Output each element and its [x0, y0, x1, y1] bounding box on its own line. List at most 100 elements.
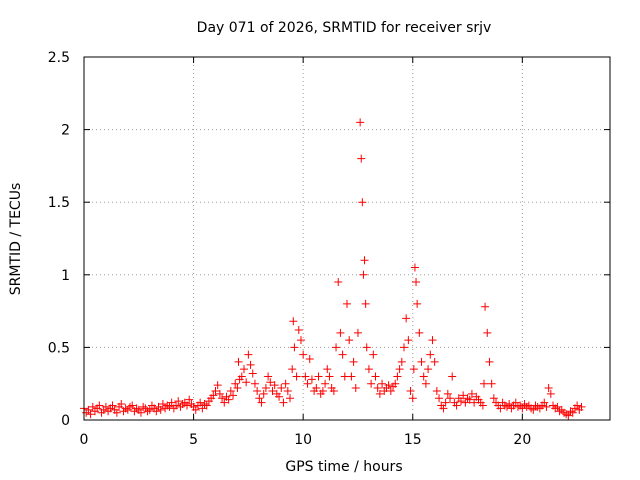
- data-point: [286, 394, 295, 403]
- data-point: [448, 372, 457, 381]
- data-point: [391, 379, 400, 388]
- data-point: [441, 398, 450, 407]
- data-point: [496, 404, 505, 413]
- data-point: [226, 386, 235, 395]
- data-point: [296, 336, 305, 345]
- data-point: [128, 401, 137, 410]
- data-point: [430, 357, 439, 366]
- data-point: [553, 402, 562, 411]
- data-point: [88, 402, 97, 411]
- data-point: [467, 389, 476, 398]
- data-point: [568, 408, 577, 417]
- data-point: [412, 278, 421, 287]
- data-point: [303, 379, 312, 388]
- data-point: [185, 395, 194, 404]
- data-point: [456, 397, 465, 406]
- data-point: [410, 263, 419, 272]
- data-point: [461, 398, 470, 407]
- chart-title: Day 071 of 2026, SRMTID for receiver srj…: [197, 20, 492, 36]
- data-point: [481, 302, 490, 311]
- data-point: [196, 398, 205, 407]
- data-point: [183, 401, 192, 410]
- data-point: [564, 411, 573, 420]
- data-point: [479, 379, 488, 388]
- data-point: [112, 408, 121, 417]
- y-tick-label: 1: [61, 268, 70, 284]
- y-tick-label: 0.5: [48, 340, 70, 356]
- data-point: [395, 365, 404, 374]
- data-point: [325, 372, 334, 381]
- data-point: [321, 379, 330, 388]
- data-point: [312, 384, 321, 393]
- data-point: [349, 357, 358, 366]
- data-point: [373, 384, 382, 393]
- data-point: [351, 384, 360, 393]
- data-point: [288, 365, 297, 374]
- x-tick-label: 0: [80, 432, 89, 448]
- data-point: [253, 386, 262, 395]
- data-point: [364, 365, 373, 374]
- data-point: [202, 401, 211, 410]
- data-point: [408, 394, 417, 403]
- data-point: [361, 299, 370, 308]
- data-point: [485, 357, 494, 366]
- data-point: [270, 381, 279, 390]
- data-point: [301, 372, 310, 381]
- x-axis-label: GPS time / hours: [285, 459, 402, 475]
- data-point: [244, 350, 253, 359]
- data-point: [250, 379, 259, 388]
- data-point: [289, 317, 298, 326]
- data-point: [229, 391, 238, 400]
- data-point: [283, 386, 292, 395]
- y-tick-label: 2.5: [48, 50, 70, 66]
- data-point: [259, 389, 268, 398]
- data-point: [281, 379, 290, 388]
- data-point: [136, 408, 145, 417]
- data-point: [292, 372, 301, 381]
- data-point: [191, 405, 200, 414]
- data-point: [198, 404, 207, 413]
- data-point: [375, 389, 384, 398]
- data-point: [108, 401, 117, 410]
- x-tick-label: 5: [189, 432, 198, 448]
- data-point: [172, 401, 181, 410]
- data-point: [266, 378, 275, 387]
- data-point: [359, 270, 368, 279]
- data-point: [542, 402, 551, 411]
- data-point: [255, 394, 264, 403]
- data-point: [353, 328, 362, 337]
- data-point: [233, 384, 242, 393]
- data-point: [329, 386, 338, 395]
- data-point: [338, 350, 347, 359]
- data-point: [399, 343, 408, 352]
- data-point: [264, 372, 273, 381]
- data-point: [277, 384, 286, 393]
- data-point: [101, 402, 110, 411]
- data-point: [358, 198, 367, 207]
- data-point: [421, 379, 430, 388]
- data-point: [145, 405, 154, 414]
- data-point: [397, 357, 406, 366]
- data-point: [323, 365, 332, 374]
- data-points: [80, 118, 586, 420]
- data-point: [156, 405, 165, 414]
- data-point: [362, 343, 371, 352]
- data-point: [305, 355, 314, 364]
- data-point: [209, 391, 218, 400]
- data-point: [211, 386, 220, 395]
- data-point: [165, 402, 174, 411]
- data-point: [540, 398, 549, 407]
- data-point: [404, 336, 413, 345]
- data-point: [213, 381, 222, 390]
- data-point: [452, 401, 461, 410]
- y-axis-label: SRMTID / TECUs: [8, 183, 24, 296]
- x-tick-label: 15: [404, 432, 422, 448]
- y-tick-label: 1.5: [48, 195, 70, 211]
- data-point: [478, 401, 487, 410]
- data-point: [413, 299, 422, 308]
- data-point: [237, 372, 246, 381]
- data-point: [546, 389, 555, 398]
- y-tick-label: 0: [61, 413, 70, 429]
- data-point: [428, 336, 437, 345]
